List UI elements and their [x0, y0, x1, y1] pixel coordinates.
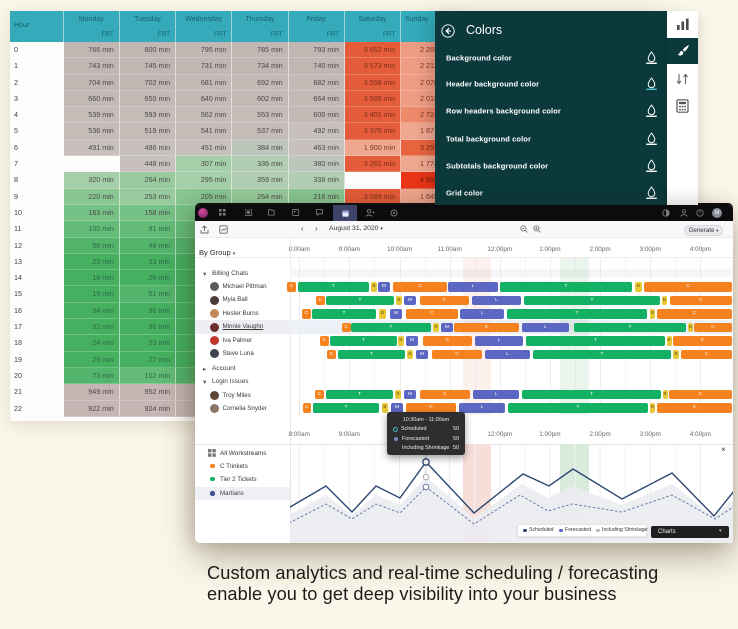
svg-text:?: ?: [699, 211, 702, 217]
